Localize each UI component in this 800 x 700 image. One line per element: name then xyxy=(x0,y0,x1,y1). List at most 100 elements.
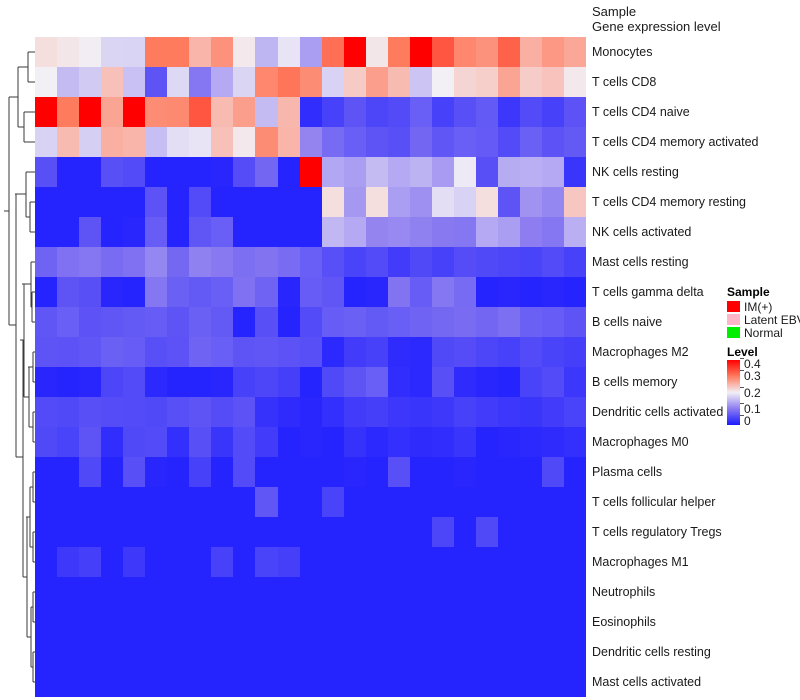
heatmap-cell xyxy=(299,127,322,157)
heatmap-cell xyxy=(453,637,476,667)
heatmap-cell xyxy=(453,67,476,97)
heatmap-cell xyxy=(520,517,543,547)
heatmap-cell xyxy=(387,247,410,277)
heatmap-cell xyxy=(497,637,521,667)
heatmap-cell xyxy=(409,307,432,337)
heatmap-cell xyxy=(57,217,80,247)
heatmap-cell xyxy=(387,637,410,667)
heatmap-cell xyxy=(520,547,543,577)
heatmap-cell xyxy=(145,637,168,667)
heatmap-cell xyxy=(145,97,168,127)
heatmap-row-label: Neutrophils xyxy=(592,585,656,599)
heatmap-cell xyxy=(387,157,410,187)
heatmap-cell xyxy=(564,427,587,457)
heatmap-cell xyxy=(365,457,388,487)
heatmap-cell xyxy=(233,37,256,67)
level-tick-labels: 0.4 0.3 0.2 0.1 0 xyxy=(740,358,796,427)
heatmap-cell xyxy=(35,367,58,397)
heatmap-row-label: Macrophages M0 xyxy=(592,435,689,449)
heatmap-cell xyxy=(79,157,102,187)
heatmap-cell xyxy=(277,637,300,667)
heatmap-cell xyxy=(277,187,300,217)
heatmap-cell xyxy=(167,67,190,97)
heatmap-cell xyxy=(453,277,476,307)
heatmap-cell xyxy=(145,157,168,187)
heatmap-cell xyxy=(145,67,168,97)
heatmap-cell xyxy=(343,157,366,187)
heatmap-cell xyxy=(299,97,322,127)
heatmap-cell xyxy=(475,607,498,637)
heatmap-cell xyxy=(57,367,80,397)
heatmap-cell xyxy=(453,247,476,277)
heatmap-cell xyxy=(409,637,432,667)
heatmap-cell xyxy=(564,607,587,637)
heatmap-cell xyxy=(123,247,146,277)
heatmap-cell xyxy=(343,517,366,547)
heatmap-cell xyxy=(520,397,543,427)
heatmap-cell xyxy=(299,67,322,97)
heatmap-cell xyxy=(387,277,410,307)
heatmap-cell xyxy=(343,187,366,217)
heatmap-cell xyxy=(57,37,80,67)
heatmap-cell xyxy=(564,187,587,217)
heatmap-cell xyxy=(123,637,146,667)
heatmap-cell xyxy=(255,487,278,517)
heatmap-cell xyxy=(343,457,366,487)
heatmap-cell xyxy=(321,547,344,577)
heatmap-cell xyxy=(542,577,565,607)
heatmap-cell xyxy=(255,97,278,127)
heatmap-cell xyxy=(475,457,498,487)
heatmap-cell xyxy=(321,517,344,547)
heatmap-cell xyxy=(101,457,124,487)
heatmap-cell xyxy=(167,517,190,547)
sample-legend-title: Sample xyxy=(727,285,770,299)
heatmap-cell xyxy=(79,247,102,277)
heatmap-cell xyxy=(79,637,102,667)
heatmap-cell xyxy=(475,637,498,667)
heatmap-cell xyxy=(211,127,234,157)
heatmap-cell xyxy=(101,427,124,457)
heatmap-cell xyxy=(564,97,587,127)
heatmap-row xyxy=(35,517,587,547)
heatmap-cell xyxy=(277,517,300,547)
heatmap-cell xyxy=(233,187,256,217)
heatmap-cell xyxy=(431,457,454,487)
heatmap-cell xyxy=(123,67,146,97)
heatmap-cell xyxy=(255,307,278,337)
heatmap-cell xyxy=(277,37,300,67)
heatmap-row-label: Mast cells activated xyxy=(592,675,702,689)
heatmap-cell xyxy=(497,247,521,277)
heatmap-cell xyxy=(35,157,58,187)
heatmap-cell xyxy=(145,307,168,337)
heatmap-cell xyxy=(321,217,344,247)
heatmap-cell xyxy=(35,547,58,577)
heatmap-cell xyxy=(167,217,190,247)
heatmap-cell xyxy=(387,187,410,217)
heatmap-cell xyxy=(79,457,102,487)
heatmap-cell xyxy=(233,427,256,457)
heatmap-cell xyxy=(123,517,146,547)
heatmap-cell xyxy=(167,397,190,427)
sample-annotation-label: Sample xyxy=(592,4,637,19)
heatmap-cell xyxy=(542,607,565,637)
heatmap-cell xyxy=(277,397,300,427)
heatmap-cell xyxy=(497,457,521,487)
heatmap-cell xyxy=(123,457,146,487)
heatmap-cell xyxy=(277,367,300,397)
heatmap-cell xyxy=(431,397,454,427)
heatmap-cell xyxy=(564,397,587,427)
heatmap-cell xyxy=(35,487,58,517)
heatmap-cell xyxy=(409,37,432,67)
heatmap-cell xyxy=(211,367,234,397)
heatmap-cell xyxy=(35,637,58,667)
heatmap-cell xyxy=(189,457,212,487)
heatmap-cell xyxy=(564,277,587,307)
heatmap-cell xyxy=(211,97,234,127)
heatmap-cell xyxy=(564,67,587,97)
heatmap-cell xyxy=(189,637,212,667)
heatmap-cell xyxy=(365,667,388,697)
heatmap-cell xyxy=(233,127,256,157)
heatmap-row xyxy=(35,367,587,397)
heatmap-cell xyxy=(321,37,344,67)
level-tick-mark xyxy=(740,386,744,388)
